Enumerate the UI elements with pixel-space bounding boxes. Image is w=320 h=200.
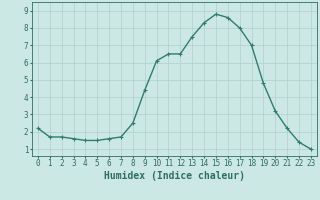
X-axis label: Humidex (Indice chaleur): Humidex (Indice chaleur) xyxy=(104,171,245,181)
